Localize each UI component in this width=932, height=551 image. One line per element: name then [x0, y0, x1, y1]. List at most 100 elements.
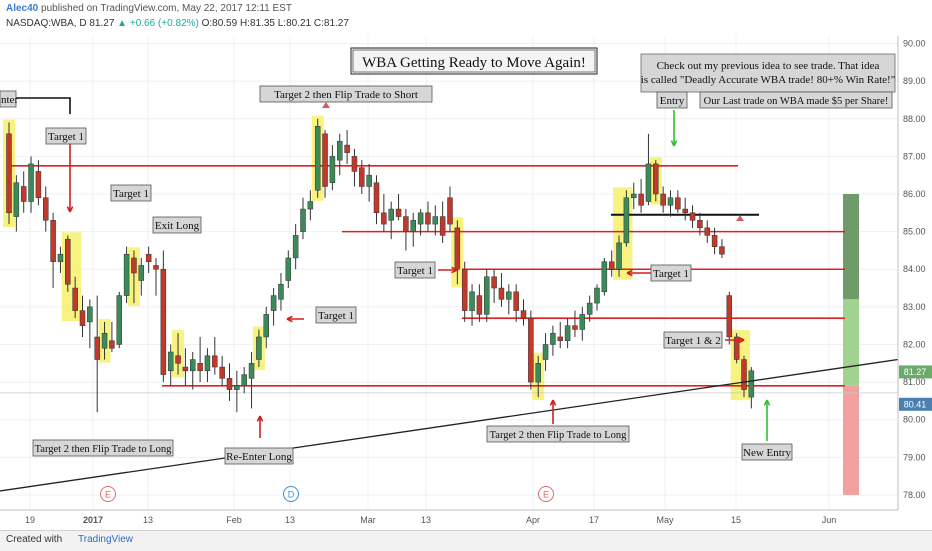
candle-body — [667, 197, 674, 206]
event-letter: E — [543, 490, 549, 500]
candle-body — [506, 291, 512, 300]
target12-label: Target 1 & 2 — [665, 335, 721, 347]
candle-body — [476, 295, 483, 315]
candle-body — [344, 144, 350, 153]
candle-body — [6, 133, 12, 214]
target1-label: Target 1 — [48, 131, 84, 143]
arrow-up-flip-long-head — [549, 399, 557, 406]
annotation-target1-c: Target 1 — [315, 306, 357, 324]
target1-label: Target 1 — [397, 265, 433, 277]
y-axis-ticks: 78.00 79.00 80.00 81.00 82.00 83.00 84.00 85.00… — [903, 39, 926, 500]
candle-body — [432, 216, 439, 225]
event-circle — [283, 486, 299, 502]
arrow-right-target1-head — [451, 266, 458, 274]
candle-body — [653, 163, 659, 195]
candle-body — [601, 261, 608, 293]
y-tick-label: 84.00 — [903, 264, 926, 274]
price-tag-1: 80.41 — [899, 397, 932, 411]
candle-body — [491, 276, 497, 289]
candle-body — [381, 212, 387, 225]
candle-body — [359, 167, 365, 187]
author-name[interactable]: Alec40 — [6, 3, 39, 14]
candle-body — [410, 220, 416, 232]
candle-body — [439, 216, 446, 236]
event-marker[interactable]: D — [283, 486, 299, 502]
y-tick-label: 82.00 — [903, 339, 926, 349]
candle-body — [212, 355, 218, 368]
y-tick-label: 88.00 — [903, 114, 926, 124]
candle-body — [50, 220, 56, 262]
tradingview-logo[interactable]: TradingView — [78, 534, 134, 545]
candle-body — [219, 366, 225, 379]
candle-body — [329, 156, 336, 183]
x-axis[interactable]: 19 2017 13 Feb 13 Mar 13 Apr 17 May 15 Jun — [0, 509, 898, 530]
candle-body — [403, 216, 409, 232]
ascending-trendline — [0, 358, 899, 492]
candle-body — [550, 332, 556, 345]
candle-body — [748, 370, 755, 398]
price-tag-1-text: 80.41 — [904, 399, 927, 409]
candle-body — [623, 197, 630, 244]
y-axis[interactable]: 78.00 79.00 80.00 81.00 82.00 83.00 84.00 85.00… — [897, 36, 932, 510]
annotation-title-box: WBA Getting Ready to Move Again! — [350, 47, 598, 75]
candle-body — [564, 325, 571, 341]
candle-body — [270, 295, 277, 311]
event-circle — [100, 486, 116, 502]
candle-body — [167, 351, 174, 372]
candlesticks — [6, 118, 755, 413]
candle-body — [145, 253, 152, 262]
annotation-target1-e: Target 1 — [650, 264, 692, 282]
target1-label: Target 1 — [653, 268, 689, 280]
candle-body — [351, 156, 358, 172]
target1-label: Target 1 — [318, 310, 354, 322]
x-tick-label: 13 — [421, 515, 431, 525]
y-tick-label: 90.00 — [903, 39, 926, 49]
chart-title: WBA Getting Ready to Move Again! — [362, 55, 586, 71]
y-tick-label: 89.00 — [903, 76, 926, 86]
event-letter: E — [105, 490, 111, 500]
candle-body — [278, 284, 284, 300]
price-chart[interactable]: WBA Getting Ready to Move Again! Check o… — [0, 36, 932, 530]
symbol-line: NASDAQ:WBA, D 81.27 ▲ +0.66 (+0.82%) O:8… — [6, 18, 349, 29]
candle-body — [160, 268, 167, 375]
x-tick-label: Feb — [226, 515, 242, 525]
candle-body — [660, 193, 666, 206]
event-marker[interactable]: E — [538, 486, 554, 502]
enter-connector — [16, 97, 71, 114]
exit-long-label: Exit Long — [155, 220, 200, 232]
candle-body — [594, 287, 600, 304]
candle-body — [153, 265, 159, 270]
x-tick-label: Apr — [526, 515, 540, 525]
y-tick-label: 87.00 — [903, 151, 926, 161]
event-marker[interactable]: E — [100, 486, 116, 502]
arrow-down-target1-head — [66, 206, 74, 213]
trendline — [0, 358, 899, 492]
candle-body — [256, 336, 262, 360]
candle-body — [79, 310, 86, 326]
candle-body — [675, 197, 681, 210]
entry-label: Entry — [660, 95, 685, 107]
y-tick-label: 83.00 — [903, 302, 926, 312]
price-tag-2-text: 81.27 — [904, 367, 927, 377]
y-tick-label: 86.00 — [903, 189, 926, 199]
annotation-entry: Entry — [656, 91, 688, 109]
candle-body — [292, 235, 299, 259]
arrow-up-new-entry-head — [763, 399, 771, 406]
upper-target-zone — [843, 194, 859, 300]
y-tick-label: 81.00 — [903, 377, 926, 387]
down-triangle-marker — [736, 215, 744, 221]
candle-body — [719, 246, 725, 255]
info-line-2: is called "Deadly Accurate WBA trade! 80… — [641, 74, 895, 86]
candle-body — [28, 163, 34, 202]
candle-body — [572, 325, 578, 330]
annotation-target2-long-a: Target 2 then Flip Trade to Long — [32, 439, 174, 457]
candle-body — [263, 314, 269, 338]
candle-body — [57, 253, 64, 262]
candle-body — [557, 336, 563, 341]
candle-body — [726, 295, 733, 338]
annotation-target1-a: Target 1 — [45, 127, 87, 145]
info-line-1: Check out my previous idea to see trade.… — [657, 60, 880, 72]
candle-body — [616, 242, 622, 270]
candle-body — [20, 186, 27, 202]
